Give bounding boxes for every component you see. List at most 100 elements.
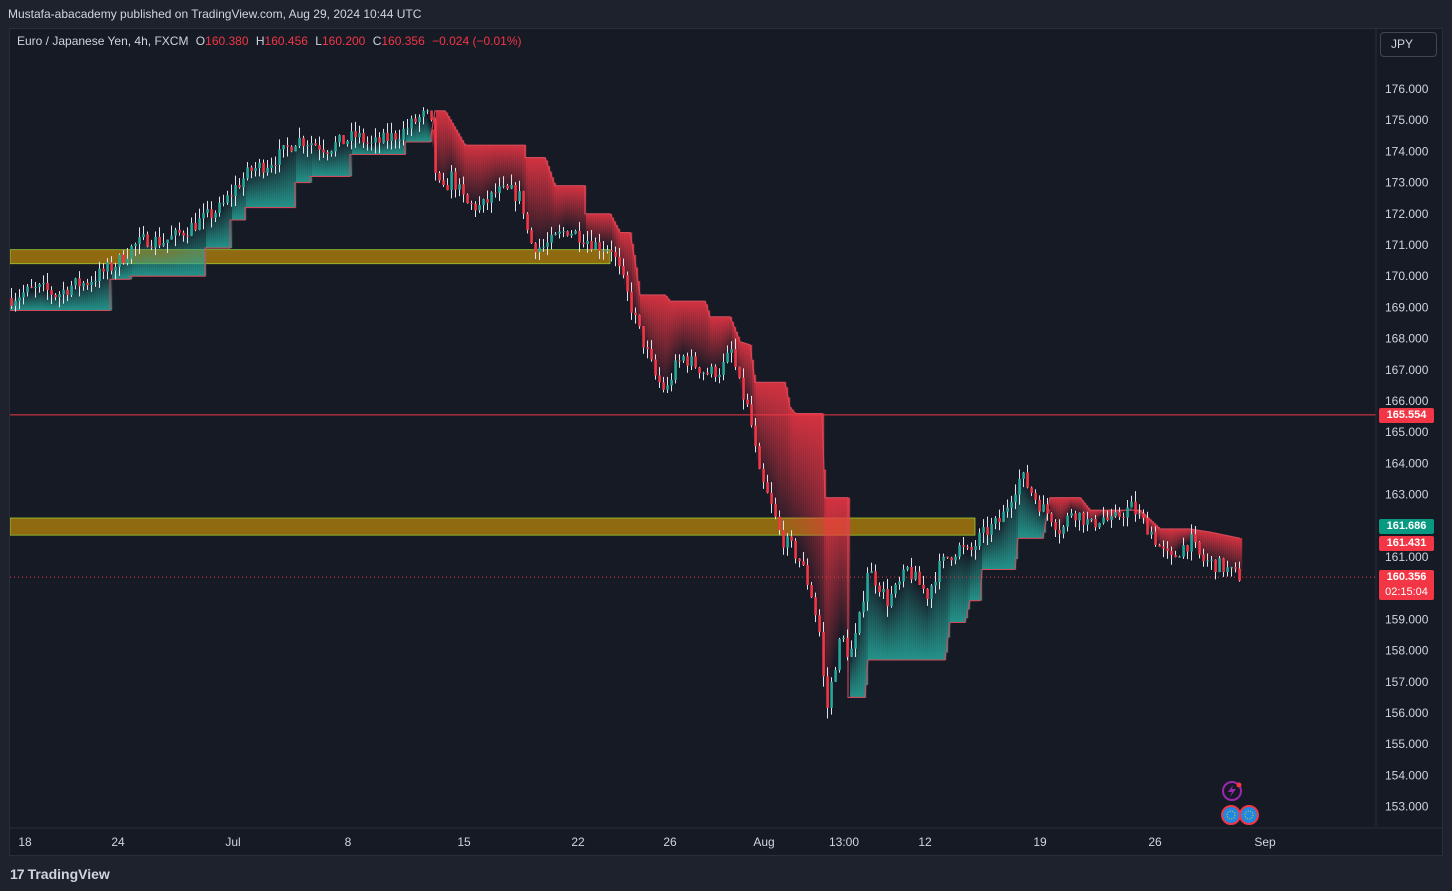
trail-band-segment [534, 157, 537, 245]
candle-body [418, 116, 421, 123]
trail-stop-line [10, 110, 1241, 698]
trail-band-segment [818, 413, 821, 632]
trail-band-segment [148, 239, 151, 277]
candle-body [782, 530, 785, 548]
trail-band-segment [494, 145, 497, 193]
candle-body [550, 234, 553, 243]
trail-band-segment [84, 282, 87, 311]
price-tick-label: 154.000 [1385, 768, 1429, 782]
currency-button[interactable]: JPY [1380, 32, 1437, 57]
trail-band-segment [164, 240, 167, 277]
trail-band-segment [196, 222, 199, 277]
trail-band-segment [540, 157, 543, 249]
trail-band-segment [162, 241, 165, 277]
trail-band-segment [48, 292, 51, 311]
trail-band-segment [736, 331, 739, 377]
trail-band-segment [1078, 497, 1081, 516]
trail-band-segment [440, 110, 443, 190]
trail-band-segment [270, 160, 273, 208]
trail-band-segment [864, 581, 867, 698]
candle-body [710, 366, 713, 375]
trail-band-segment [452, 122, 455, 181]
trail-band-segment [704, 301, 707, 373]
candle-body [1110, 516, 1113, 520]
supply-demand-zone [10, 517, 976, 536]
trail-band-segment [610, 213, 613, 249]
trail-band-segment [28, 291, 31, 311]
candle-body [318, 145, 321, 150]
candle-body [98, 268, 101, 281]
candle-body [686, 356, 689, 366]
upper-band-price-tag: 161.686 [1379, 519, 1434, 534]
chart-legend: Euro / Japanese Yen, 4h, FXCM O160.380 H… [17, 34, 522, 48]
candle-body [886, 588, 889, 607]
trail-band-segment [632, 243, 635, 314]
trail-band-segment [1036, 500, 1039, 539]
trail-band-segment [782, 382, 785, 541]
trail-band-segment [622, 232, 625, 283]
trail-band-segment [894, 590, 897, 660]
candle-body [1010, 501, 1013, 508]
trail-band-segment [190, 226, 193, 277]
trail-band-segment [1064, 497, 1067, 524]
candle-body [1066, 515, 1069, 527]
trail-band-segment [252, 169, 255, 208]
trail-band-segment [650, 294, 653, 366]
candle-body [1194, 534, 1197, 542]
indicator-icons[interactable] [1218, 778, 1268, 828]
trail-band-segment [716, 316, 719, 371]
candle-body [506, 185, 509, 189]
trail-band-segment [276, 157, 279, 208]
trail-band-segment [748, 344, 751, 414]
trail-band-segment [1058, 497, 1061, 529]
trail-band-segment [780, 382, 783, 539]
candle-body [1198, 541, 1201, 555]
candle-body [330, 151, 333, 154]
trail-band-segment [790, 407, 793, 548]
candle-body [346, 140, 349, 145]
trail-band-segment [944, 559, 947, 660]
trail-band-segment [106, 269, 109, 311]
trail-band-segment [1178, 528, 1181, 551]
trail-band-segment [250, 170, 253, 208]
trail-band-segment [570, 185, 573, 232]
trail-band-segment [1112, 510, 1115, 521]
footer-bar [0, 858, 1452, 891]
legend-close-label: C [372, 34, 382, 48]
price-tick-label: 174.000 [1385, 144, 1429, 158]
candle-body [558, 231, 561, 234]
trail-band-segment [916, 581, 919, 660]
trail-band-segment [94, 276, 97, 311]
time-tick-label: 8 [345, 835, 352, 849]
trail-band-segment [294, 139, 297, 208]
trail-band-segment [590, 213, 593, 242]
trail-band-segment [656, 294, 659, 381]
candle-body [510, 184, 513, 189]
trail-band-segment [726, 316, 729, 359]
candle-body [90, 281, 93, 286]
candle-body [310, 143, 313, 146]
candle-body [1034, 492, 1037, 500]
candle-body [446, 184, 449, 191]
trail-band-segment [980, 536, 983, 601]
trail-band-segment [750, 344, 753, 426]
trail-band-segment [336, 143, 339, 177]
trail-band-segment [112, 265, 115, 280]
trail-band-segment [868, 571, 871, 660]
candle-body [1206, 560, 1209, 562]
trail-band-segment [262, 165, 265, 208]
trail-band-segment [636, 267, 639, 326]
trail-band-segment [198, 221, 201, 277]
trail-band-segment [1236, 537, 1239, 576]
candle-body [942, 556, 945, 561]
trail-band-segment [1182, 528, 1185, 547]
trail-band-segment [138, 243, 141, 277]
trail-band-segment [804, 413, 807, 576]
trail-band-segment [1088, 507, 1091, 524]
tradingview-brand[interactable]: 17 TradingView [10, 866, 110, 882]
candle-body [826, 676, 829, 708]
trail-band-segment [674, 301, 677, 368]
candle-body [442, 180, 445, 185]
candle-body [526, 213, 529, 231]
